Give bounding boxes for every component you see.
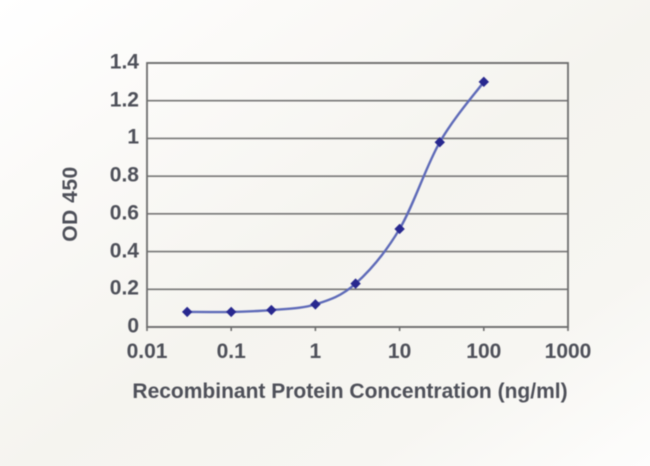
- y-tick-label: 0: [127, 314, 139, 338]
- y-tick-label: 0.6: [109, 201, 139, 225]
- data-point-marker: [181, 306, 193, 318]
- x-tick-label: 1000: [544, 340, 592, 363]
- x-axis-title: Recombinant Protein Concentration (ng/ml…: [132, 380, 568, 403]
- x-tick-label: 1: [309, 340, 322, 363]
- y-axis-title: OD 450: [59, 166, 82, 242]
- x-tick-label: 100: [466, 340, 502, 363]
- plot-border: [146, 62, 569, 328]
- series-line: [185, 80, 485, 314]
- x-tick-label: 0.1: [216, 340, 246, 363]
- data-point-marker: [350, 278, 361, 289]
- data-point-marker: [226, 306, 237, 318]
- x-tick-label: 10: [387, 340, 412, 363]
- x-tick-label: 0.01: [126, 340, 168, 363]
- data-point-marker: [310, 299, 321, 310]
- data-point-marker: [434, 137, 445, 148]
- y-tick-label: 0.8: [109, 163, 139, 187]
- data-point-marker: [266, 304, 277, 316]
- data-point-marker: [478, 76, 489, 88]
- data-point-marker: [394, 223, 405, 235]
- y-tick-label: 1.4: [109, 50, 139, 74]
- y-tick-label: 1: [127, 125, 139, 149]
- y-tick-label: 0.4: [109, 239, 139, 263]
- y-tick-label: 1.2: [109, 88, 139, 112]
- y-tick-label: 0.2: [109, 276, 139, 300]
